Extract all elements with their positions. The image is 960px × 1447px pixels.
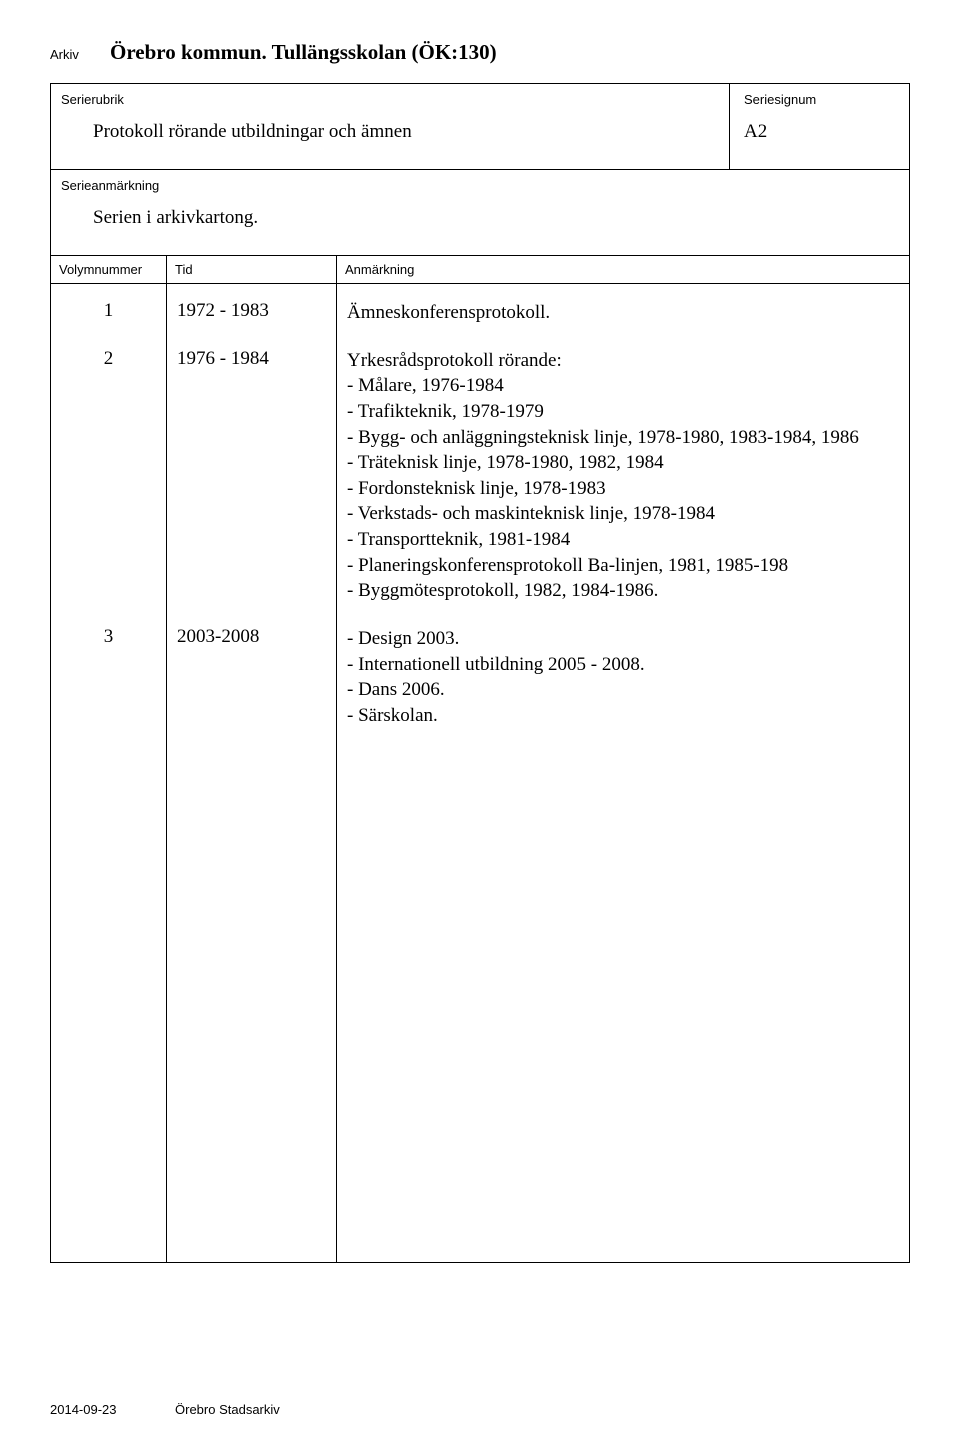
table-filler [51, 735, 909, 1262]
cell-tid: 2003-2008 [166, 610, 336, 735]
cell-anm: Yrkesrådsprotokoll rörande:- Målare, 197… [336, 332, 909, 610]
table-row: 2 1976 - 1984 Yrkesrådsprotokoll rörande… [51, 332, 909, 610]
seriesignum-value: A2 [744, 121, 899, 143]
seriesignum-cell: Seriesignum A2 [729, 84, 909, 169]
table-row: 1 1972 - 1983 Ämneskonferensprotokoll. [51, 284, 909, 332]
serieanm-value: Serien i arkivkartong. [61, 207, 899, 229]
archive-row: Arkiv Örebro kommun. Tullängsskolan (ÖK:… [50, 40, 910, 65]
arkiv-title: Örebro kommun. Tullängsskolan (ÖK:130) [110, 40, 497, 65]
cell-vol: 3 [51, 610, 166, 735]
table-body: 1 1972 - 1983 Ämneskonferensprotokoll. 2… [50, 283, 910, 1263]
serieanm-row: Serieanmärkning Serien i arkivkartong. [50, 169, 910, 255]
cell-tid: 1972 - 1983 [166, 284, 336, 332]
series-header: Serierubrik Protokoll rörande utbildning… [50, 83, 910, 169]
cell-tid: 1976 - 1984 [166, 332, 336, 610]
cell-vol: 1 [51, 284, 166, 332]
footer-org: Örebro Stadsarkiv [175, 1402, 280, 1417]
filler-cell [166, 735, 336, 1262]
serierubrik-value: Protokoll rörande utbildningar och ämnen [61, 121, 719, 143]
cell-anm: Ämneskonferensprotokoll. [336, 284, 909, 332]
footer-date: 2014-09-23 [50, 1402, 117, 1417]
serieanm-label: Serieanmärkning [61, 178, 899, 193]
seriesignum-label: Seriesignum [744, 92, 899, 107]
col-header-tid: Tid [166, 256, 336, 283]
table-row: 3 2003-2008 - Design 2003.- Internatione… [51, 610, 909, 735]
arkiv-label: Arkiv [50, 47, 110, 62]
table-header: Volymnummer Tid Anmärkning [50, 255, 910, 283]
cell-anm: - Design 2003.- Internationell utbildnin… [336, 610, 909, 735]
filler-cell [336, 735, 909, 1262]
col-header-anm: Anmärkning [336, 256, 909, 283]
filler-cell [51, 735, 166, 1262]
col-header-volnr: Volymnummer [51, 256, 166, 283]
cell-vol: 2 [51, 332, 166, 610]
serierubrik-cell: Serierubrik Protokoll rörande utbildning… [51, 84, 729, 169]
serierubrik-label: Serierubrik [61, 92, 719, 107]
page: Arkiv Örebro kommun. Tullängsskolan (ÖK:… [0, 0, 960, 1447]
